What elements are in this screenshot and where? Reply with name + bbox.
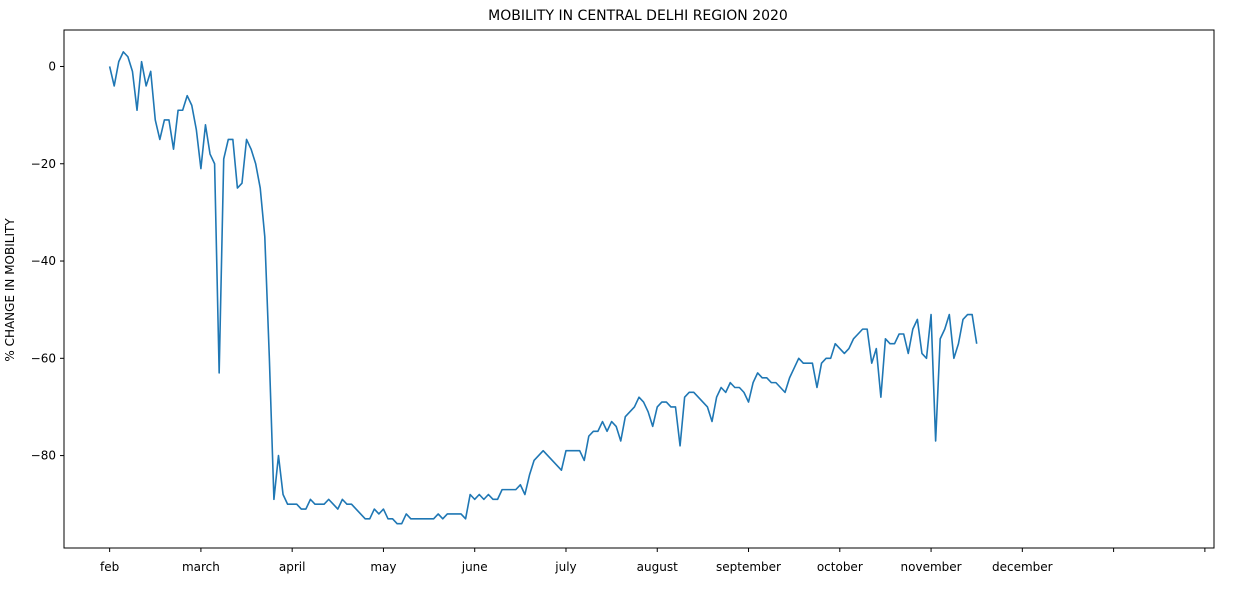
chart-title: MOBILITY IN CENTRAL DELHI REGION 2020 (488, 8, 788, 24)
series-line-0 (108, 51, 978, 525)
x-tick-label: feb (100, 560, 119, 574)
y-tick-label: −60 (31, 351, 56, 365)
y-axis-label: % CHANGE IN MOBILITY (3, 218, 17, 362)
y-tick-label: −80 (31, 449, 56, 463)
x-tick-label: august (637, 560, 678, 574)
y-axis: 0 −20 −40 −60 −80 (31, 59, 64, 463)
x-tick-label: march (182, 560, 220, 574)
x-tick-label: november (901, 560, 962, 574)
series-group (108, 51, 978, 525)
x-tick-label: december (992, 560, 1053, 574)
y-tick-label: −40 (31, 254, 56, 268)
x-tick-label: october (817, 560, 863, 574)
x-tick-label: september (716, 560, 781, 574)
x-tick-label: july (554, 560, 576, 574)
y-tick-label: −20 (31, 157, 56, 171)
x-tick-label: april (279, 560, 306, 574)
x-tick-label: may (370, 560, 396, 574)
x-axis: feb march april may june july august september o… (100, 548, 1206, 574)
y-tick-label: 0 (48, 59, 56, 73)
x-tick-label: june (461, 560, 488, 574)
plot-area-frame (63, 29, 1215, 549)
